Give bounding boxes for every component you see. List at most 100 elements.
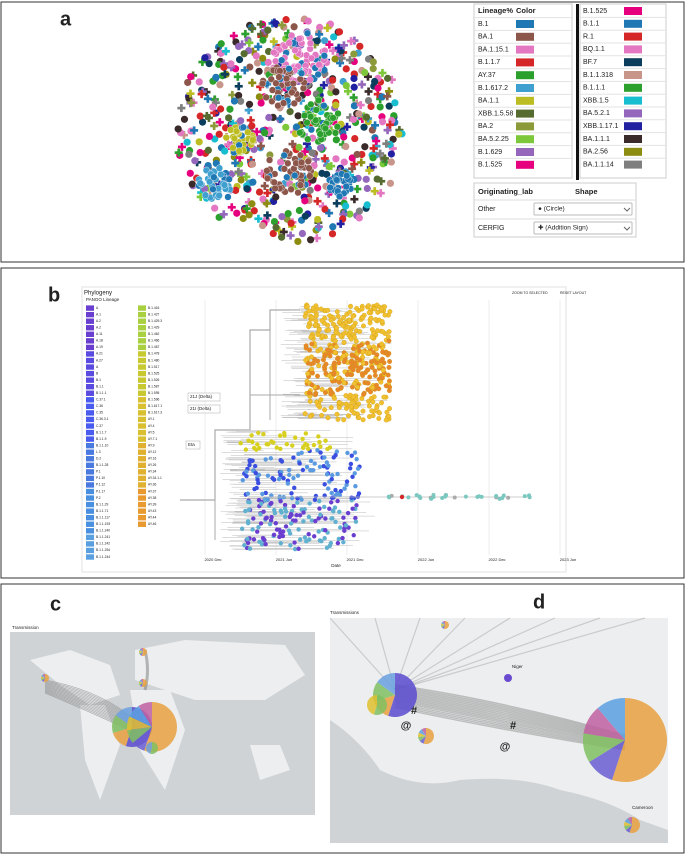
- tip: [334, 325, 340, 331]
- x-tick-label: 2022 Dec: [488, 557, 505, 562]
- dot: [259, 54, 267, 62]
- cluster-dot: [320, 52, 328, 60]
- plus-mark: [190, 98, 193, 107]
- tip: [278, 472, 283, 478]
- dot: [331, 55, 339, 63]
- dot: [369, 58, 377, 66]
- tip: [297, 537, 303, 542]
- tip: [317, 439, 322, 445]
- lineage-swatch: [86, 416, 94, 423]
- tip: [313, 322, 319, 328]
- dot: [211, 204, 219, 212]
- tip: [323, 361, 329, 367]
- lineage-label: B.1.1.242: [96, 542, 110, 546]
- plus-mark: [352, 160, 356, 169]
- lineage-swatch: [86, 482, 94, 488]
- dot: [361, 68, 369, 77]
- plus-mark: [223, 70, 227, 79]
- tip: [239, 526, 245, 531]
- cluster-dot: [291, 171, 299, 180]
- dot: [212, 73, 220, 81]
- tip: [331, 370, 337, 376]
- tip: [306, 308, 312, 314]
- plus-mark: [346, 87, 350, 96]
- color-swatch: [624, 58, 642, 67]
- tip: [349, 352, 355, 358]
- lineage-label: A.21: [96, 352, 103, 356]
- lineage-label: B.1.429.3: [148, 319, 162, 323]
- color-swatch: [516, 122, 534, 131]
- pie-slice: [139, 683, 143, 686]
- plus-mark: [278, 114, 282, 123]
- cluster-dot: [215, 191, 223, 200]
- lineage-swatch: [86, 397, 94, 403]
- tip: [305, 371, 311, 377]
- tip: [384, 409, 390, 415]
- lineage-label: B.1.1.29: [96, 502, 108, 506]
- tip: [338, 488, 344, 494]
- legend-header: Lineage%: [478, 6, 513, 15]
- lineage-label: B.1.1.28: [96, 463, 108, 467]
- cluster-dot: [265, 156, 274, 164]
- pie-slice: [419, 736, 426, 744]
- lineage-label: P.1: [96, 470, 101, 474]
- tip: [256, 525, 261, 530]
- tip: [278, 508, 284, 513]
- plus-mark: [189, 89, 192, 98]
- tip: [309, 315, 315, 321]
- pie-slice: [624, 825, 632, 831]
- cluster-dot: [305, 164, 313, 172]
- color-swatch: [624, 122, 642, 131]
- dot: [321, 205, 329, 214]
- dot: [384, 74, 392, 82]
- tip: [272, 507, 277, 513]
- plus-mark: [201, 58, 204, 67]
- dot: [237, 97, 245, 105]
- tip: [406, 495, 411, 500]
- tip: [345, 450, 350, 456]
- tip: [267, 521, 273, 527]
- tip: [331, 321, 336, 327]
- transmission-line: [394, 617, 601, 691]
- tip: [288, 511, 294, 517]
- lineage-swatch: [138, 442, 146, 449]
- phylogeny-title: Phylogeny: [84, 291, 112, 297]
- tip: [296, 451, 301, 457]
- dot: [360, 123, 368, 131]
- lineage-label: AY.26: [148, 463, 156, 467]
- pie-slice: [589, 740, 625, 780]
- dot: [340, 158, 348, 166]
- tip: [376, 386, 382, 392]
- tip: [277, 433, 283, 438]
- color-swatch: [624, 109, 642, 118]
- plus-mark: [266, 189, 269, 198]
- lineage-label: B.1.466: [148, 339, 160, 343]
- tip: [368, 315, 374, 321]
- dot: [335, 28, 344, 36]
- tip: [277, 534, 282, 540]
- lineage-swatch: [138, 364, 146, 370]
- tip: [340, 322, 346, 328]
- cluster-dot: [304, 135, 312, 143]
- tip: [250, 527, 255, 532]
- tip: [287, 472, 292, 478]
- tip: [349, 400, 355, 406]
- tip: [379, 341, 385, 347]
- tip: [290, 443, 295, 448]
- tip: [271, 477, 277, 482]
- tip: [327, 313, 333, 319]
- tip: [374, 405, 380, 411]
- tip: [349, 495, 354, 500]
- plus-mark: [251, 47, 255, 56]
- tip: [316, 327, 322, 333]
- plus-mark: [240, 169, 243, 178]
- dot: [301, 197, 309, 205]
- plus-mark: [265, 199, 269, 208]
- tip: [351, 346, 356, 352]
- tip: [271, 532, 277, 538]
- tip: [322, 390, 328, 396]
- pie-slice: [139, 652, 143, 655]
- tip: [336, 536, 342, 542]
- tip: [273, 521, 278, 526]
